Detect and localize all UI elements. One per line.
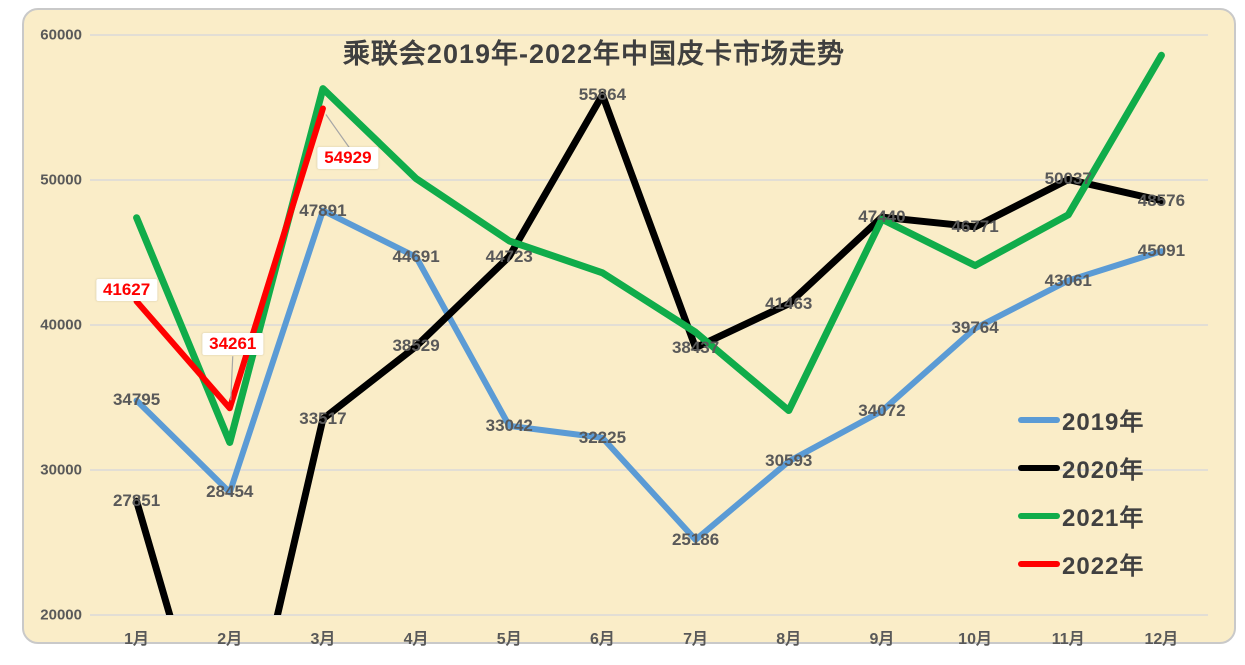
series-line-2022: [133, 105, 326, 412]
series-line-2019: [133, 207, 1165, 543]
plot-area: [90, 34, 1208, 616]
legend-swatch-2020: [1018, 464, 1060, 471]
legend-label-2022: 2022年: [1062, 553, 1145, 580]
legend-item-2022: 2022年: [1018, 546, 1144, 581]
series-line-2021: [133, 51, 1165, 446]
legend-item-2020: 2020年: [1018, 450, 1144, 485]
label-leader-line: [325, 114, 351, 149]
legend-swatch-2022: [1018, 560, 1060, 567]
legend: 2019年 2020年 2021年 2022年: [1018, 402, 1144, 581]
legend-label-2019: 2019年: [1062, 409, 1145, 436]
series-line-2020: [133, 91, 1165, 615]
legend-item-2019: 2019年: [1018, 402, 1144, 437]
legend-swatch-2019: [1018, 416, 1060, 423]
legend-label-2020: 2020年: [1062, 457, 1145, 484]
chart-card: 乘联会2019年-2022年中国皮卡市场走势 60000 50000 40000 30…: [22, 8, 1236, 648]
legend-swatch-2021: [1018, 512, 1060, 519]
label-leader-line: [230, 356, 234, 401]
legend-item-2021: 2021年: [1018, 498, 1144, 533]
legend-label-2021: 2021年: [1062, 505, 1145, 532]
chart-title: 乘联会2019年-2022年中国皮卡市场走势: [342, 39, 846, 69]
